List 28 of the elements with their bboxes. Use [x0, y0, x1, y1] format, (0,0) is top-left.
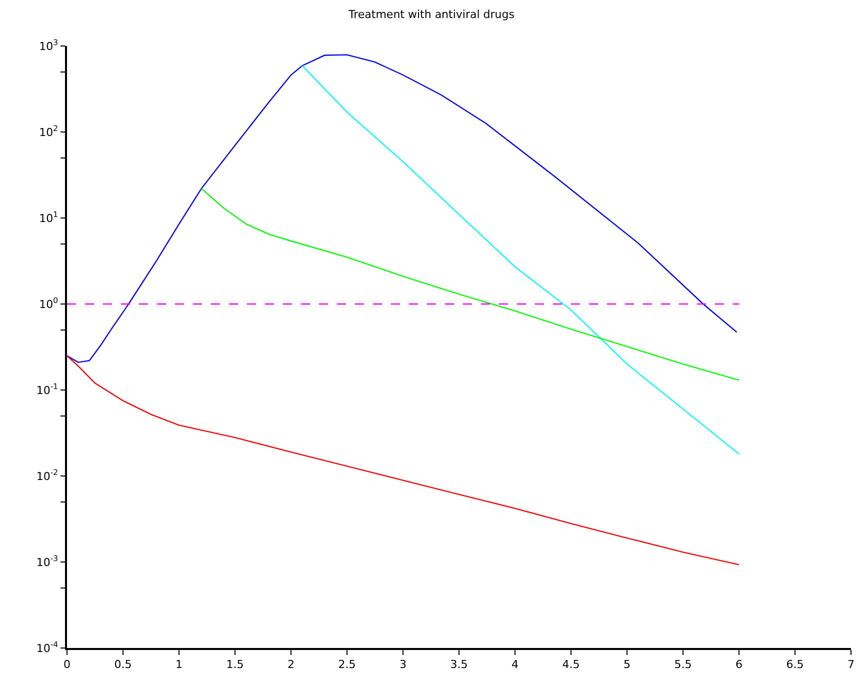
line-series	[67, 54, 738, 363]
x-tick-label: 7	[848, 658, 854, 671]
y-tick-label: 10$^{-3}$	[36, 554, 58, 569]
y-tick-label: 10$^{2}$	[39, 124, 58, 139]
line-series	[302, 65, 740, 455]
x-tick-label: 6	[736, 658, 742, 671]
y-tick-label: 10$^{3}$	[39, 38, 58, 53]
chart-title: Treatment with antiviral drugs	[348, 8, 515, 21]
x-tick-label: 2.5	[338, 658, 356, 671]
x-tick-label: 0.5	[114, 658, 132, 671]
x-tick-label: 1	[176, 658, 182, 671]
x-tick-label: 4.5	[562, 658, 580, 671]
y-tick-label: 10$^{-1}$	[36, 382, 58, 397]
x-tick-label: 5	[624, 658, 630, 671]
x-tick-label: 2	[288, 658, 294, 671]
x-tick-label: 3	[400, 658, 406, 671]
y-tick-label: 10$^{1}$	[39, 210, 58, 225]
x-tick-label: 6.5	[786, 658, 804, 671]
line-series	[67, 355, 740, 566]
x-tick-label: 1.5	[226, 658, 244, 671]
y-tick-label: 10$^{-2}$	[36, 468, 58, 483]
y-tick-label: 10$^{0}$	[39, 296, 58, 311]
x-tick-label: 0	[64, 658, 70, 671]
x-tick-label: 5.5	[674, 658, 692, 671]
x-tick-label: 4	[512, 658, 518, 671]
line-series	[200, 188, 740, 381]
x-tick-label: 3.5	[450, 658, 468, 671]
y-tick-label: 10$^{-4}$	[36, 640, 58, 655]
